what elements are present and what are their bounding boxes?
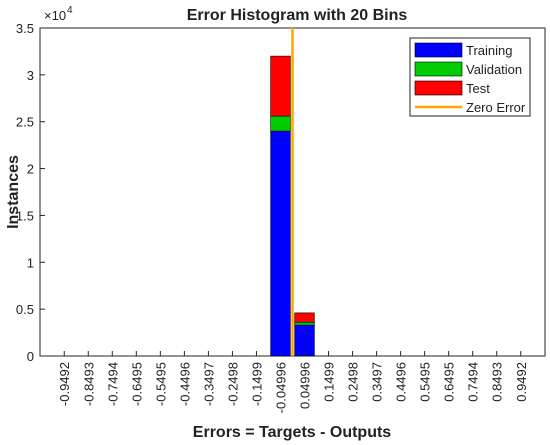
x-tick-label: -0.8493 [81, 362, 96, 406]
bar [270, 130, 291, 357]
x-tick-label: 0.7494 [466, 362, 481, 402]
x-tick-label: -0.9492 [57, 362, 72, 406]
y-scale-exponent: 4 [67, 5, 73, 16]
x-tick-label: 0.5495 [418, 362, 433, 402]
legend-label: Training [466, 43, 512, 58]
x-tick-label: -0.6495 [129, 362, 144, 406]
y-tick-label: 3.5 [16, 21, 34, 36]
x-tick-label: 0.3497 [370, 362, 385, 402]
y-tick-label: 0.5 [16, 302, 34, 317]
x-tick-label: 0.8493 [490, 362, 505, 402]
x-tick-label: -0.3497 [201, 362, 216, 406]
bar [270, 115, 291, 132]
x-tick-label: 0.04996 [298, 362, 313, 409]
x-tick-label: 0.4496 [394, 362, 409, 402]
y-tick-label: 1.5 [16, 208, 34, 223]
x-tick-label: 0.9492 [514, 362, 529, 402]
x-tick-label: 0.2498 [346, 362, 361, 402]
x-axis-label: Errors = Targets - Outputs [193, 424, 392, 441]
y-tick-label: 2.5 [16, 115, 34, 130]
x-tick-label: -0.7494 [105, 362, 120, 406]
y-axis-label: Instances [5, 155, 22, 229]
y-tick-label: 3 [27, 68, 34, 83]
chart-title: Error Histogram with 20 Bins [187, 7, 408, 24]
y-scale-label: ×10 [44, 8, 66, 23]
y-tick-label: 0 [27, 349, 34, 364]
legend-swatch [414, 42, 463, 58]
legend-label: Test [466, 81, 490, 96]
x-tick-label: -0.2498 [225, 362, 240, 406]
x-tick-label: -0.04996 [273, 362, 288, 413]
x-tick-label: 0.1499 [322, 362, 337, 402]
x-tick-label: 0.6495 [442, 362, 457, 402]
x-tick-label: -0.1499 [249, 362, 264, 406]
y-tick-label: 1 [27, 255, 34, 270]
x-tick-label: -0.4496 [177, 362, 192, 406]
y-tick-label: 2 [27, 162, 34, 177]
legend-swatch [414, 61, 463, 77]
bar [270, 55, 291, 117]
legend-label: Zero Error [466, 100, 526, 115]
legend-label: Validation [466, 62, 522, 77]
legend-swatch [414, 80, 463, 96]
bar [294, 321, 315, 326]
x-tick-label: -0.5495 [153, 362, 168, 406]
bar [294, 312, 315, 323]
